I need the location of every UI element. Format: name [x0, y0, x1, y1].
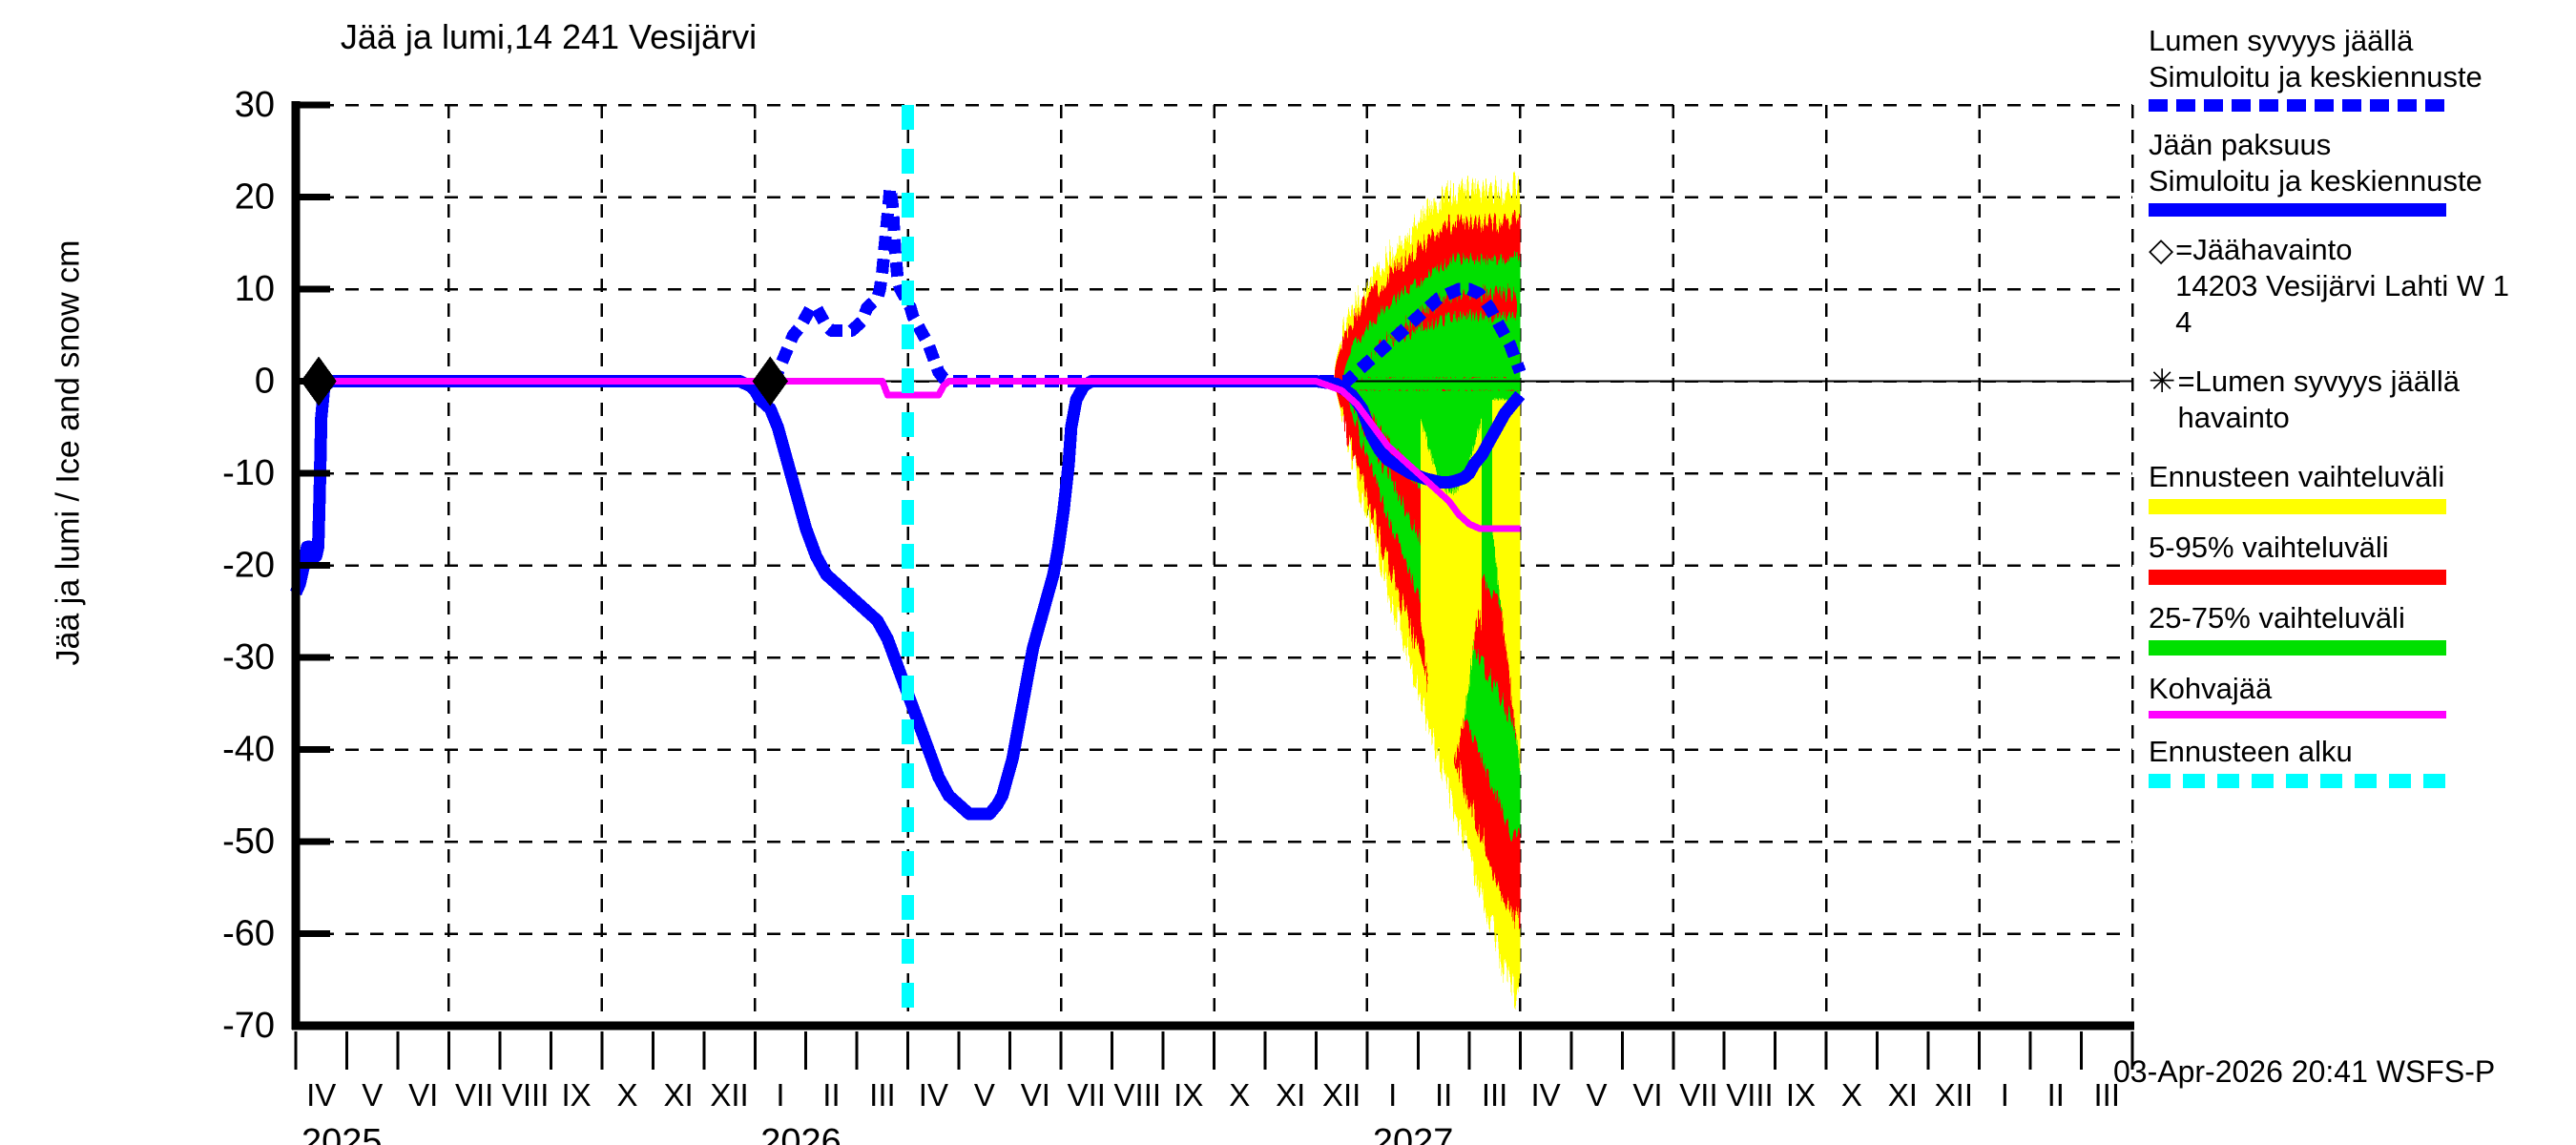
- y-tick-label: -30: [222, 637, 275, 677]
- legend-label-line: havainto: [2177, 401, 2290, 434]
- x-axis-month-label: IX: [562, 1077, 592, 1113]
- legend-label-line: 5-95% vaihteluväli: [2149, 531, 2389, 564]
- y-tick-label: 0: [255, 362, 275, 402]
- x-axis-month-label: VII: [1068, 1077, 1106, 1113]
- legend-label-line: Jään paksuus: [2149, 128, 2332, 161]
- legend-item-snow-depth-forecast: Lumen syvyys jäällä Simuloitu ja keskienn…: [2149, 23, 2576, 112]
- legend-item-snow-observation: ✳ =Lumen syvyys jäällä havainto: [2149, 364, 2576, 457]
- timestamp-footer: 03-Apr-2026 20:41 WSFS-P: [2113, 1054, 2496, 1089]
- legend-label-line: 25-75% vaihteluväli: [2149, 601, 2405, 635]
- legend-swatch-range-25-75: [2149, 640, 2446, 656]
- legend-item-range-5-95: 5-95% vaihteluväli: [2149, 530, 2576, 585]
- legend-label-line: Simuloitu ja keskiennuste: [2149, 60, 2483, 94]
- legend-label-line: Simuloitu ja keskiennuste: [2149, 164, 2483, 198]
- legend-label-line: =Jäähavainto: [2175, 233, 2353, 266]
- x-axis-month-label: VI: [1632, 1077, 1662, 1113]
- x-axis-year-label: 2025: [301, 1122, 383, 1145]
- x-axis-month-label: VII: [455, 1077, 493, 1113]
- x-axis-month-label: I: [776, 1077, 784, 1113]
- x-axis-month-label: IX: [1174, 1077, 1203, 1113]
- x-axis-month-label: IV: [306, 1077, 336, 1113]
- y-tick-label: -70: [222, 1006, 275, 1046]
- legend-item-range-25-75: 25-75% vaihteluväli: [2149, 600, 2576, 656]
- legend-item-forecast-range: Ennusteen vaihteluväli: [2149, 459, 2576, 514]
- y-tick-label: -60: [222, 914, 275, 954]
- snow-observation-marker-icon: ✳: [2149, 364, 2176, 400]
- legend-item-forecast-start: Ennusteen alku: [2149, 734, 2576, 788]
- x-axis-month-label: III: [2094, 1077, 2121, 1113]
- x-axis-month-label: VIII: [502, 1077, 550, 1113]
- y-tick-label: 30: [235, 85, 275, 125]
- y-tick-label: 20: [235, 177, 275, 218]
- legend-swatch-range-5-95: [2149, 570, 2446, 585]
- x-axis-month-label: IV: [919, 1077, 948, 1113]
- legend-label: =Lumen syvyys jäällä havainto: [2178, 364, 2461, 436]
- y-tick-label: -20: [222, 546, 275, 586]
- y-tick-label: -50: [222, 822, 275, 862]
- x-axis-month-label: VII: [1679, 1077, 1717, 1113]
- legend-label-line: Ennusteen vaihteluväli: [2149, 460, 2445, 493]
- legend-swatch-forecast-start: [2149, 774, 2446, 788]
- legend-label-line: Kohvajää: [2149, 672, 2273, 705]
- x-axis-month-label: VIII: [1726, 1077, 1774, 1113]
- x-axis-month-label: XII: [1935, 1077, 1973, 1113]
- x-axis-month-label: II: [1435, 1077, 1452, 1113]
- legend-swatch-forecast-range: [2149, 499, 2446, 514]
- x-axis-month-label: XI: [663, 1077, 693, 1113]
- x-axis-month-label: II: [2047, 1077, 2065, 1113]
- x-axis-month-label: V: [974, 1077, 995, 1113]
- x-axis-month-label: V: [1587, 1077, 1608, 1113]
- x-axis-year-label: 2027: [1373, 1122, 1454, 1145]
- x-axis-month-label: IX: [1786, 1077, 1816, 1113]
- x-axis-month-label: XII: [710, 1077, 748, 1113]
- legend-label-line: 14203 Vesijärvi Lahti W 1: [2175, 269, 2509, 302]
- x-axis-month-label: X: [1841, 1077, 1862, 1113]
- legend-label-line: Lumen syvyys jäällä: [2149, 24, 2414, 57]
- y-tick-label: -40: [222, 730, 275, 770]
- legend-item-slush-ice: Kohvajää: [2149, 671, 2576, 718]
- x-axis-month-label: VI: [408, 1077, 438, 1113]
- band-tail-yellow: [1491, 397, 1521, 773]
- legend-spacer: [2149, 436, 2576, 457]
- legend-swatch-ice-thickness-forecast: [2149, 203, 2446, 217]
- series-slush-ice: [296, 378, 1521, 532]
- legend-label-line: 4: [2175, 305, 2192, 339]
- x-axis-month-label: I: [1388, 1077, 1397, 1113]
- y-tick-label: 10: [235, 269, 275, 309]
- x-axis-month-label: I: [2001, 1077, 2009, 1113]
- x-axis-month-label: X: [617, 1077, 638, 1113]
- legend-spacer: [2149, 341, 2576, 362]
- band-melt-yellow: [1421, 413, 1483, 782]
- legend-swatch-snow-depth-forecast: [2149, 99, 2446, 112]
- x-axis-month-label: VIII: [1114, 1077, 1162, 1113]
- legend-marker-row: ✳ =Lumen syvyys jäällä havainto: [2149, 364, 2576, 436]
- ice-observation-marker-icon: ◇: [2149, 232, 2174, 268]
- x-axis-month-label: III: [869, 1077, 896, 1113]
- page-title: Jää ja lumi,14 241 Vesijärvi: [340, 17, 758, 56]
- x-axis-month-label: III: [1482, 1077, 1508, 1113]
- x-axis-month-label: XII: [1322, 1077, 1361, 1113]
- legend-item-ice-thickness-forecast: Jään paksuus Simuloitu ja keskiennuste: [2149, 127, 2576, 217]
- series-snow-depth: [765, 181, 1527, 387]
- y-tick-label: -10: [222, 453, 275, 493]
- x-axis-month-label: XI: [1276, 1077, 1305, 1113]
- ice-observation-marker: [752, 356, 789, 406]
- x-axis-month-label: X: [1229, 1077, 1250, 1113]
- legend-label-line: =Lumen syvyys jäällä: [2177, 364, 2461, 398]
- legend-swatch-slush-ice: [2149, 711, 2446, 718]
- x-axis-year-label: 2026: [760, 1122, 841, 1145]
- x-axis-month-label: IV: [1530, 1077, 1560, 1113]
- x-axis-month-label: XI: [1888, 1077, 1918, 1113]
- band-inner-green-upper: [1361, 308, 1518, 379]
- chart-legend: Lumen syvyys jäällä Simuloitu ja keskienn…: [2149, 23, 2576, 803]
- x-axis-month-label: II: [822, 1077, 840, 1113]
- x-axis-month-label: VI: [1021, 1077, 1050, 1113]
- legend-label-line: Ennusteen alku: [2149, 735, 2353, 768]
- x-axis-month-label: V: [362, 1077, 383, 1113]
